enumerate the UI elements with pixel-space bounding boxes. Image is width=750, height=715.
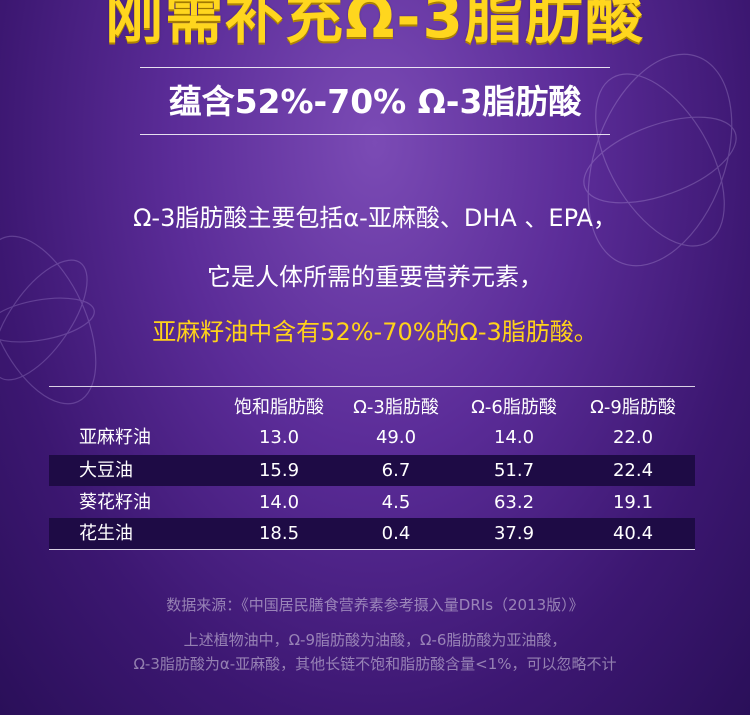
oil-name: 大豆油: [79, 460, 133, 481]
table-header-row: 饱和脂肪酸 Ω-3脂肪酸 Ω-6脂肪酸 Ω-9脂肪酸: [49, 393, 695, 423]
subtitle-frame: [140, 67, 610, 135]
table-cell: 14.0: [493, 427, 535, 448]
description-line-3: 亚麻籽油中含有52%-70%的Ω-3脂肪酸。: [152, 318, 598, 346]
oil-name: 葵花籽油: [79, 492, 151, 513]
data-source: 数据来源：《中国居民膳食营养素参考摄入量DRIs（2013版）》: [166, 596, 584, 614]
fatty-acid-table: 饱和脂肪酸 Ω-3脂肪酸 Ω-6脂肪酸 Ω-9脂肪酸 亚麻籽油 13.0 49.…: [49, 386, 695, 550]
table-cell: 6.7: [381, 460, 411, 481]
column-header: Ω-6脂肪酸: [471, 397, 557, 418]
oil-name: 花生油: [79, 523, 133, 544]
divider-top: [140, 67, 610, 68]
table-row: 亚麻籽油 13.0 49.0 14.0 22.0: [49, 422, 695, 453]
table-cell: 14.0: [258, 492, 300, 513]
table-cell: 18.5: [258, 523, 300, 544]
divider-bottom: [140, 134, 610, 135]
table-cell: 13.0: [258, 427, 300, 448]
page-title: 刚需补充Ω-3脂肪酸: [105, 0, 645, 51]
table-row: 大豆油 15.9 6.7 51.7 22.4: [49, 455, 695, 486]
oil-name: 亚麻籽油: [79, 427, 151, 448]
table-cell: 37.9: [493, 523, 535, 544]
table-cell: 0.4: [381, 523, 411, 544]
page-subtitle: 蕴含52%-70% Ω-3脂肪酸: [168, 82, 582, 121]
table-row: 花生油 18.5 0.4 37.9 40.4: [49, 518, 695, 549]
footnote-line-2: Ω-3脂肪酸为α-亚麻酸，其他长链不饱和脂肪酸含量<1%，可以忽略不计: [133, 655, 617, 673]
description-line-1: Ω-3脂肪酸主要包括α-亚麻酸、DHA 、EPA，: [133, 204, 617, 232]
table-row: 葵花籽油 14.0 4.5 63.2 19.1: [49, 487, 695, 518]
description-line-2: 它是人体所需的重要营养元素，: [207, 263, 543, 291]
table-bottom-border: [49, 549, 695, 550]
table-cell: 19.1: [612, 492, 654, 513]
table-cell: 22.4: [612, 460, 654, 481]
table-cell: 15.9: [258, 460, 300, 481]
table-cell: 49.0: [375, 427, 417, 448]
table-cell: 22.0: [612, 427, 654, 448]
footnote-line-1: 上述植物油中，Ω-9脂肪酸为油酸，Ω-6脂肪酸为亚油酸，: [183, 631, 567, 649]
column-header: Ω-9脂肪酸: [590, 397, 676, 418]
table-cell: 40.4: [612, 523, 654, 544]
table-cell: 51.7: [493, 460, 535, 481]
table-cell: 63.2: [493, 492, 535, 513]
table-top-border: [49, 386, 695, 387]
table-cell: 4.5: [381, 492, 411, 513]
column-header: Ω-3脂肪酸: [353, 397, 439, 418]
column-header: 饱和脂肪酸: [234, 397, 324, 418]
